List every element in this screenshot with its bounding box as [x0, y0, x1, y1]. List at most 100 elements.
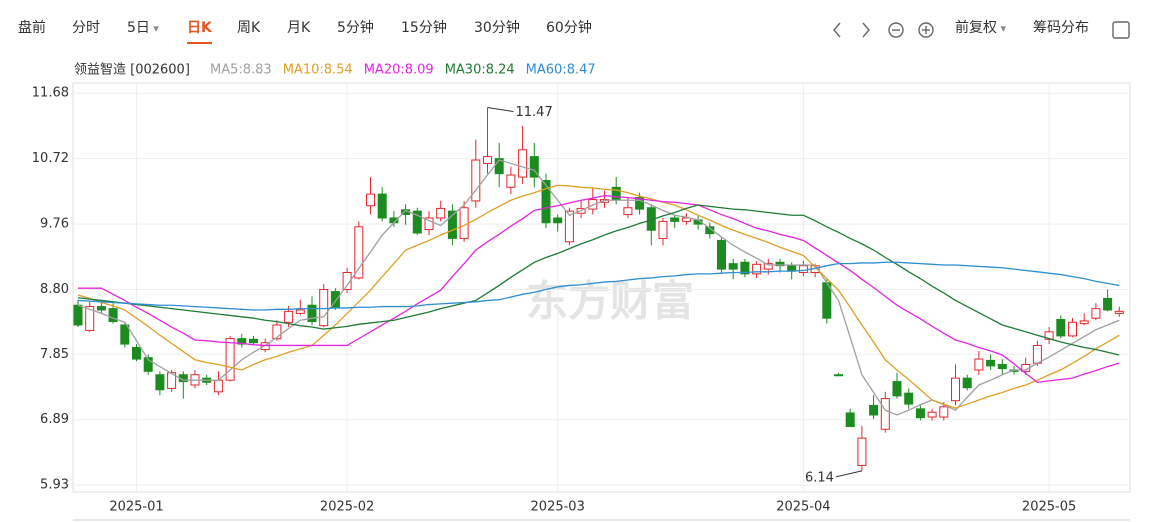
candle-body — [108, 308, 118, 323]
ma-line — [77, 261, 1120, 311]
legend-entry: MA60:8.47 — [526, 63, 596, 78]
candle-body — [143, 357, 153, 372]
candle-body — [1032, 344, 1042, 364]
fullscreen-icon[interactable] — [1112, 21, 1130, 39]
x-tick-label: 2025-02 — [320, 500, 374, 515]
x-tick-label: 2025-05 — [1022, 500, 1076, 515]
tab[interactable]: 分时 — [72, 20, 100, 36]
candle-body — [845, 412, 855, 428]
tab[interactable]: 15分钟 — [401, 20, 447, 36]
candle-body — [412, 210, 422, 234]
tab[interactable]: 月K — [287, 20, 311, 36]
nav-icons[interactable] — [833, 21, 1130, 39]
candle-body — [85, 306, 95, 331]
tab[interactable]: 周K — [237, 20, 261, 36]
candle-body — [553, 217, 563, 224]
option[interactable]: 筹码分布 — [1033, 20, 1089, 36]
candle-body — [658, 220, 668, 239]
toolbar: 盘前 分时 5日 ▾ 日K 周K 月K 5分钟 15分钟 30分钟 60分钟 前复权 ▾ 筹码分布 — [0, 0, 1150, 56]
y-tick-label: 5.93 — [40, 478, 69, 493]
candle-body — [635, 197, 645, 210]
candle-body — [623, 207, 633, 216]
tab[interactable]: 60分钟 — [546, 20, 592, 36]
candle-body — [740, 261, 750, 275]
ma-line — [77, 204, 1120, 356]
tab[interactable]: 5日 ▾ — [127, 20, 159, 36]
tab[interactable]: 5分钟 — [337, 20, 374, 36]
candle-body — [951, 377, 960, 402]
candle-body — [342, 272, 352, 291]
candle-body — [155, 374, 165, 391]
tab[interactable]: 盘前 — [18, 20, 46, 36]
ma-line — [77, 159, 1120, 416]
candle-body — [611, 186, 621, 201]
legend-entry: MA10:8.54 — [283, 63, 353, 78]
legend-entry: MA30:8.24 — [445, 63, 515, 78]
candle-body — [319, 289, 329, 327]
dropdown-caret: ▾ — [149, 22, 159, 35]
candle-body — [295, 309, 305, 314]
zoom-in-icon[interactable] — [918, 22, 934, 38]
watermark: 东方财富 — [526, 277, 694, 326]
low-pointer — [835, 470, 863, 478]
option[interactable]: 前复权 ▾ — [955, 20, 1007, 36]
y-tick-label: 9.76 — [40, 217, 69, 232]
candle-body — [880, 398, 890, 430]
candle-body — [986, 359, 996, 367]
legend-entry: MA20:8.09 — [364, 63, 434, 78]
candle-body — [705, 226, 715, 235]
candle-body — [752, 263, 762, 275]
legend-entry: MA5:8.83 — [210, 63, 272, 78]
candle-body — [775, 261, 785, 267]
high-pointer — [487, 107, 514, 113]
candle-body — [1091, 308, 1101, 319]
candle-body — [763, 263, 773, 270]
zoom-out-icon[interactable] — [888, 22, 904, 38]
candle-body — [717, 239, 726, 270]
y-tick-label: 11.68 — [32, 86, 69, 101]
ma-line — [77, 184, 1120, 409]
candle-body — [377, 193, 387, 219]
candle-body — [974, 358, 984, 371]
candle-body — [73, 304, 83, 326]
low-label: 6.14 — [805, 470, 834, 485]
x-tick-label: 2025-01 — [109, 500, 163, 515]
candle-body — [1068, 321, 1077, 337]
candle-body — [132, 346, 141, 360]
candle-body — [237, 338, 247, 345]
candle-body — [518, 149, 528, 178]
candle-body — [483, 156, 492, 164]
candle-body — [834, 374, 843, 377]
candle-body — [1044, 331, 1054, 340]
tab[interactable]: 30分钟 — [474, 20, 520, 36]
candle-body — [366, 193, 375, 207]
candle-body — [869, 404, 879, 416]
candle-body — [529, 156, 539, 178]
next-icon[interactable] — [862, 22, 870, 38]
candle-body — [506, 174, 516, 188]
prev-icon[interactable] — [833, 22, 841, 38]
candle-body — [213, 379, 223, 393]
candle-body — [424, 217, 434, 231]
candle-body — [798, 265, 808, 274]
candle-body — [459, 207, 469, 239]
candle-body — [927, 411, 937, 418]
candle-body — [447, 210, 457, 239]
y-tick-label: 10.72 — [32, 151, 69, 166]
plot-frame — [72, 82, 1131, 493]
candle-body — [96, 306, 106, 311]
candle-body — [728, 263, 738, 270]
candle-body — [471, 159, 481, 202]
candle-body — [272, 324, 282, 340]
candle-body — [904, 392, 914, 405]
x-tick-label: 2025-04 — [776, 500, 830, 515]
tab[interactable]: 日K — [187, 17, 212, 44]
candle-body — [892, 381, 902, 397]
candle-body — [787, 265, 797, 272]
candle-body — [249, 338, 258, 344]
high-label: 11.47 — [516, 105, 553, 120]
x-tick-label: 2025-03 — [531, 500, 585, 515]
candle-body — [681, 217, 691, 222]
candle-body — [564, 210, 574, 243]
